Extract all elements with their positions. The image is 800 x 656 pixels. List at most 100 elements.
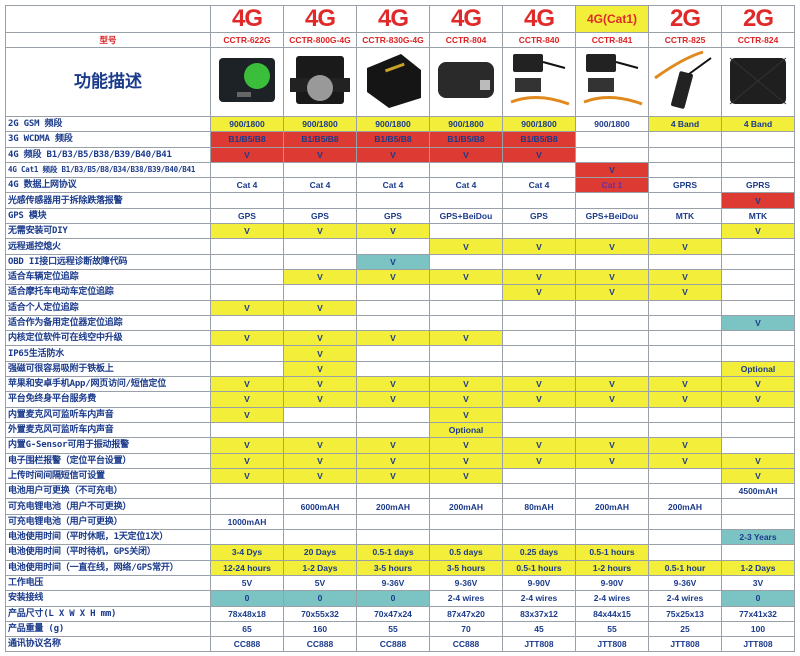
feature-label: 光感传感器用于拆除跌落报警 [5, 192, 211, 209]
feature-cell: 2-4 wires [502, 590, 576, 607]
feature-cell: CC888 [356, 636, 430, 653]
table-row: 工作电压 5V 5V 9-36V 9-36V 9-90V 9-90V 9-36V 3V [5, 574, 795, 592]
product-model: CCTR-825 [648, 32, 722, 48]
feature-cell: 3-4 Dys [210, 544, 284, 561]
feature-cell: V [210, 223, 284, 240]
feature-cell: V [210, 391, 284, 408]
table-row: 适合车辆定位追踪 V V V V V V [5, 268, 795, 286]
feature-cell [575, 192, 649, 209]
feature-cell: 100 [721, 620, 795, 638]
feature-cell [575, 483, 649, 500]
feature-cell: 0.5-1 hours [502, 559, 576, 576]
feature-cell [502, 529, 576, 546]
feature-cell [210, 345, 284, 362]
feature-cell [648, 253, 722, 270]
feature-cell [210, 483, 284, 500]
feature-cell [429, 161, 503, 179]
feature-cell [502, 513, 576, 531]
feature-cell: V [356, 253, 430, 270]
product-generation: 4G [356, 5, 430, 33]
feature-cell [721, 299, 795, 316]
feature-cell: 70x55x32 [283, 605, 357, 622]
feature-cell [502, 223, 576, 240]
feature-cell [648, 330, 722, 347]
feature-label: 适合车辆定位追踪 [5, 268, 211, 286]
feature-cell: GPS [283, 207, 357, 225]
feature-cell: 0.5 days [429, 544, 503, 561]
feature-cell: 200mAH [356, 498, 430, 515]
feature-cell: V [575, 284, 649, 301]
feature-cell: V [283, 452, 357, 469]
feature-cell: V [648, 284, 722, 301]
feature-cell [575, 330, 649, 347]
feature-cell: 9-90V [575, 574, 649, 592]
feature-cell [721, 345, 795, 362]
table-row: 适合个人定位追踪 V V [5, 299, 795, 316]
table-row: 4G 频段 B1/B3/B5/B38/B39/B40/B41 V V V V V [5, 146, 795, 163]
feature-cell: GPRS [721, 177, 795, 194]
feature-cell: 4 Band [648, 115, 722, 133]
feature-cell: V [721, 467, 795, 485]
feature-cell: V [502, 437, 576, 454]
feature-cell: V [429, 376, 503, 393]
product-generation: 4G [502, 5, 576, 33]
feature-label: GPS 模块 [5, 207, 211, 225]
feature-cell: 3-5 hours [356, 559, 430, 576]
feature-cell: 78x48x18 [210, 605, 284, 622]
feature-cell [356, 421, 430, 439]
feature-title: 功能描述 [5, 47, 211, 117]
feature-cell: V [575, 238, 649, 255]
feature-cell: GPS+BeiDou [429, 207, 503, 225]
feature-cell [356, 483, 430, 500]
feature-cell [575, 253, 649, 270]
feature-cell: V [502, 284, 576, 301]
feature-label: 可充电锂电池（用户不可更换） [5, 498, 211, 515]
feature-cell: V [648, 238, 722, 255]
table-row: 产品重量 (g) 65 160 55 70 45 55 25 100 [5, 620, 795, 638]
feature-cell: Cat 4 [283, 177, 357, 194]
feature-cell: V [721, 391, 795, 408]
feature-cell [648, 299, 722, 316]
feature-cell: 3-5 hours [429, 559, 503, 576]
feature-cell [502, 421, 576, 439]
feature-cell [575, 467, 649, 485]
feature-cell: 900/1800 [575, 115, 649, 133]
table-row: 内置G-Sensor可用于振动报警 V V V V V V V [5, 437, 795, 454]
feature-cell: V [356, 376, 430, 393]
table-row: 上传时间间隔短信可设置 V V V V V [5, 467, 795, 485]
feature-cell: 25 [648, 620, 722, 638]
product-model: CCTR-804 [429, 32, 503, 48]
product-generation: 2G [721, 5, 795, 33]
feature-label: 上传时间间隔短信可设置 [5, 467, 211, 485]
feature-cell: 5V [210, 574, 284, 592]
feature-cell [721, 161, 795, 179]
table-row: 远程遥控熄火 V V V V [5, 238, 795, 255]
feature-cell: V [210, 376, 284, 393]
feature-cell: V [429, 268, 503, 286]
product-image [648, 47, 722, 117]
feature-cell [283, 238, 357, 255]
feature-label: 适合个人定位追踪 [5, 299, 211, 316]
feature-cell: B1/B5/B8 [429, 131, 503, 148]
feature-label: 远程遥控熄火 [5, 238, 211, 255]
feature-cell [721, 406, 795, 423]
feature-cell: 3V [721, 574, 795, 592]
feature-cell: V [502, 146, 576, 163]
feature-cell [283, 161, 357, 179]
wired-tracker-image [504, 49, 575, 116]
feature-cell: V [283, 360, 357, 378]
feature-cell: 1-2 Days [721, 559, 795, 576]
feature-cell: 900/1800 [502, 115, 576, 133]
product-image [210, 47, 284, 117]
product-generation: 4G [210, 5, 284, 33]
feature-label: 电池使用时间（一直在线，网络/GPS常开） [5, 559, 211, 576]
feature-cell [429, 284, 503, 301]
feature-label: OBD II接口远程诊断故障代码 [5, 253, 211, 270]
feature-cell: V [648, 376, 722, 393]
feature-cell [648, 345, 722, 362]
feature-cell: 70 [429, 620, 503, 638]
product-comparison-table: 4G 4G 4G 4G 4G 4G(Cat1) 2G 2G 型号 CCTR-622G CCTR-80… [5, 5, 795, 653]
feature-cell [721, 437, 795, 454]
feature-cell [502, 314, 576, 332]
feature-cell [429, 223, 503, 240]
